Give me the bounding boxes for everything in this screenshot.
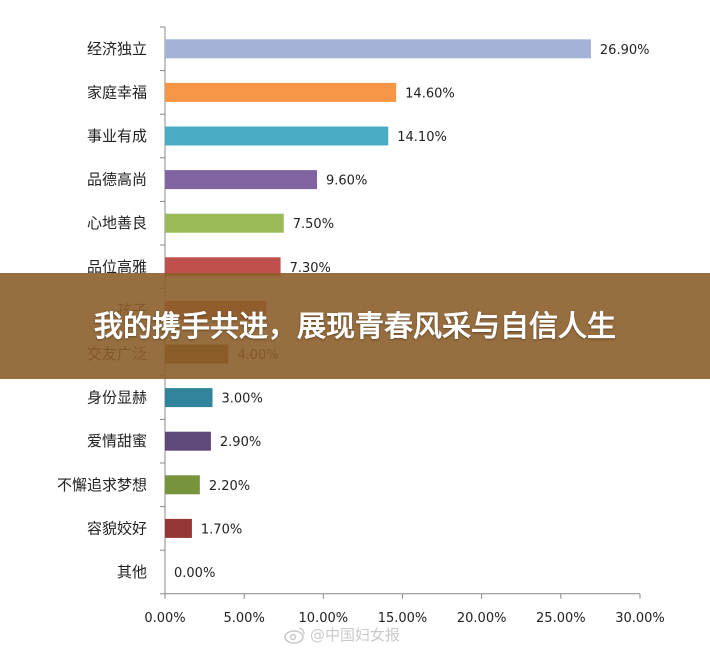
x-tick-label: 5.00% bbox=[224, 611, 265, 626]
bar bbox=[165, 126, 389, 146]
data-label: 3.00% bbox=[222, 392, 263, 407]
category-label: 其他 bbox=[117, 563, 147, 581]
category-label: 品位高雅 bbox=[87, 258, 147, 276]
data-label: 26.90% bbox=[600, 43, 650, 58]
data-label: 7.30% bbox=[290, 261, 331, 276]
x-tick-label: 30.00% bbox=[615, 611, 665, 626]
data-label: 1.70% bbox=[201, 522, 242, 537]
watermark-text: @中国妇女报 bbox=[310, 626, 401, 644]
category-label: 爱情甜蜜 bbox=[87, 432, 147, 450]
bar bbox=[165, 82, 397, 102]
category-label: 容貌姣好 bbox=[87, 519, 147, 537]
x-tick-label: 20.00% bbox=[457, 611, 507, 626]
category-label: 经济独立 bbox=[87, 40, 147, 58]
x-tick-label: 15.00% bbox=[378, 611, 428, 626]
data-label: 14.10% bbox=[397, 130, 447, 145]
banner-title: 我的​​携手共进，展现青春风采与自信人生 bbox=[93, 309, 616, 343]
bar bbox=[165, 431, 211, 451]
data-label: 7.50% bbox=[293, 217, 334, 232]
bar bbox=[165, 257, 281, 277]
data-label: 14.60% bbox=[405, 86, 455, 101]
bar bbox=[165, 213, 284, 233]
bar bbox=[165, 170, 317, 190]
watermark: @中国妇女报 bbox=[284, 624, 400, 645]
category-label: 心地善良 bbox=[87, 214, 147, 232]
data-label: 9.60% bbox=[326, 174, 367, 189]
title-banner: 我的​​携手共进，展现青春风采与自信人生 bbox=[0, 273, 710, 379]
data-label: 2.20% bbox=[209, 479, 250, 494]
x-tick-label: 0.00% bbox=[144, 611, 185, 626]
weibo-icon bbox=[284, 626, 305, 644]
bar bbox=[165, 39, 591, 59]
bar bbox=[165, 475, 200, 495]
category-label: 身份显赫 bbox=[87, 389, 147, 407]
data-label: 2.90% bbox=[220, 435, 261, 450]
bar bbox=[165, 388, 213, 408]
x-tick-label: 10.00% bbox=[299, 611, 349, 626]
bar bbox=[165, 518, 192, 538]
category-label: 事业有成 bbox=[87, 127, 147, 145]
data-label: 0.00% bbox=[174, 566, 215, 581]
category-label: 家庭幸福 bbox=[87, 83, 147, 101]
category-label: 品德高尚 bbox=[87, 171, 147, 189]
x-tick-label: 25.00% bbox=[536, 611, 586, 626]
category-label: 不懈追求梦想 bbox=[57, 476, 147, 494]
